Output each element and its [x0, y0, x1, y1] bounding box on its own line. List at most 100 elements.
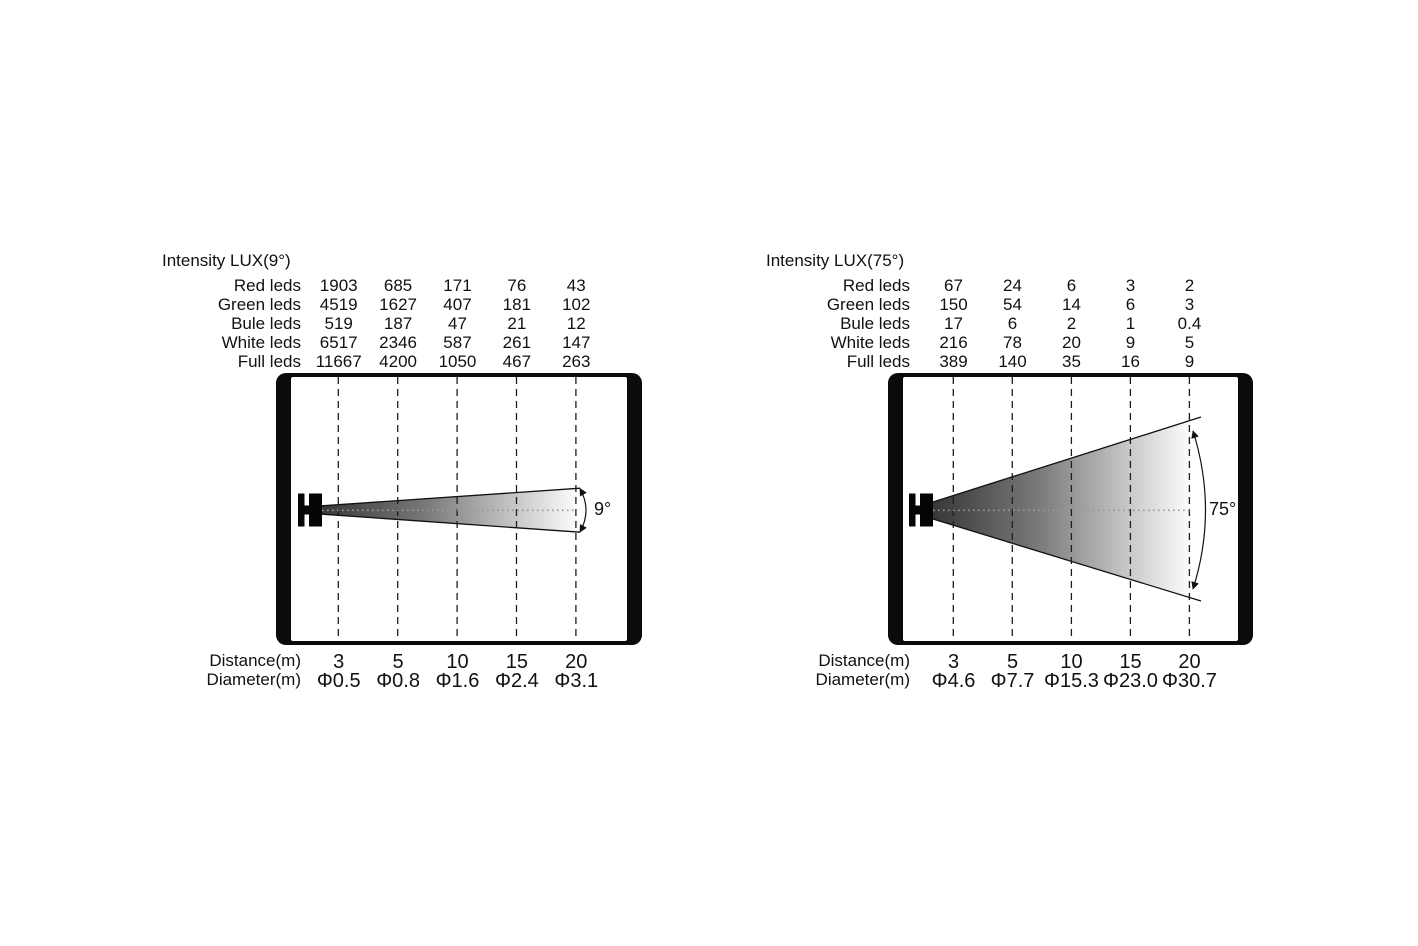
- table-cell: 43: [566, 276, 586, 295]
- beam-angle-label-9deg: 9°: [594, 499, 612, 519]
- diameter-label: Diameter(m): [206, 670, 301, 689]
- table-cell: 16: [1121, 352, 1140, 371]
- row-label: Full leds: [846, 352, 910, 371]
- table-cell: 171: [443, 276, 472, 295]
- table-cell: 150: [939, 295, 968, 314]
- diameter-value: Φ2.4: [494, 670, 539, 692]
- distance-value: 3: [333, 651, 345, 673]
- table-cell: 76: [507, 276, 527, 295]
- table-cell: 14: [1062, 295, 1081, 314]
- table-cell: 389: [939, 352, 968, 371]
- row-label: Full leds: [237, 352, 301, 371]
- distance-gridlines: [337, 377, 577, 641]
- diameter-value: Φ7.7: [990, 670, 1035, 692]
- row-label: Bule leds: [840, 314, 910, 333]
- table-cell: 67: [944, 276, 963, 295]
- table-cell: 685: [383, 276, 413, 295]
- distance-values-9deg: 3 5 10 15 20: [309, 652, 606, 673]
- table-cell: 1903: [319, 276, 358, 295]
- table-cell: 467: [502, 352, 532, 371]
- distance-value: 10: [446, 651, 469, 673]
- diameter-values-9deg: Φ0.5 Φ0.8 Φ1.6 Φ2.4 Φ3.1: [309, 671, 606, 692]
- distance-values-75deg: 3 5 10 15 20: [924, 652, 1219, 673]
- table-cell: 47: [448, 314, 467, 333]
- diameter-value: Φ3.1: [554, 670, 599, 692]
- table-cell: 6: [1007, 314, 1018, 333]
- table-cell: 519: [324, 314, 353, 333]
- table-cell: 147: [562, 333, 591, 352]
- beam-diagram-9deg: [276, 373, 642, 645]
- table-cell: 6: [1125, 295, 1136, 314]
- table-cell: 261: [502, 333, 532, 352]
- row-label: Red leds: [233, 276, 301, 295]
- intensity-table-75deg: Red leds 67 24 6 3 2 Green leds 150 54 1…: [775, 276, 1219, 371]
- row-label: Bule leds: [231, 314, 301, 333]
- diameter-value: Φ1.6: [435, 670, 480, 692]
- distance-label: Distance(m): [209, 651, 301, 670]
- beam-angle-label-75deg: 75°: [1209, 499, 1237, 519]
- table-cell: 187: [383, 314, 413, 333]
- beam-diagram-75deg: [888, 373, 1253, 645]
- table-cell: 1: [1125, 314, 1136, 333]
- distance-value: 10: [1060, 651, 1083, 673]
- diameter-value: Φ0.5: [316, 670, 361, 692]
- table-cell: 407: [443, 295, 472, 314]
- table-cell: 20: [1062, 333, 1081, 352]
- table-cell: 1627: [379, 295, 417, 314]
- light-fixture-icon: [298, 493, 322, 527]
- distance-value: 20: [1178, 651, 1201, 673]
- distance-value: 20: [565, 651, 588, 673]
- table-cell: 263: [562, 352, 591, 371]
- beam-edges: [321, 487, 581, 533]
- table-cell: 35: [1062, 352, 1081, 371]
- row-label: Green leds: [217, 295, 301, 314]
- table-cell: 6: [1066, 276, 1077, 295]
- beam-cone: [933, 420, 1191, 597]
- table-cell: 5: [1184, 333, 1195, 352]
- distance-value: 15: [1119, 651, 1142, 673]
- row-label: White leds: [221, 333, 301, 352]
- beam-cone: [322, 488, 578, 532]
- table-cell: 3: [1184, 295, 1195, 314]
- table-cell: 2: [1184, 276, 1195, 295]
- table-cell: 21: [507, 314, 527, 333]
- table-cell: 2346: [379, 333, 417, 352]
- table-cell: 11667: [315, 352, 362, 371]
- beam-angle-arc: [1191, 430, 1207, 590]
- diameter-value: Φ0.8: [376, 670, 420, 692]
- distance-value: 15: [505, 651, 528, 673]
- diameter-label: Diameter(m): [815, 670, 910, 689]
- panel-title-9deg: Intensity LUX(9°): [162, 251, 291, 270]
- table-cell: 17: [944, 314, 963, 333]
- table-cell: 78: [1003, 333, 1022, 352]
- table-cell: 9: [1125, 333, 1136, 352]
- panel-title-75deg: Intensity LUX(75°): [766, 251, 905, 270]
- table-cell: 587: [443, 333, 472, 352]
- row-label: Red leds: [842, 276, 910, 295]
- table-cell: 12: [566, 314, 586, 333]
- diameter-values-75deg: Φ4.6 Φ7.7 Φ15.3 Φ23.0 Φ30.7: [924, 671, 1219, 692]
- distance-value: 5: [392, 651, 404, 673]
- distance-value: 5: [1006, 651, 1019, 673]
- table-cell: 1050: [438, 352, 477, 371]
- beam-edges: [932, 416, 1202, 602]
- intensity-table-9deg: Red leds 1903 685 171 76 43 Green leds 4…: [160, 276, 606, 371]
- table-cell: 4200: [379, 352, 417, 371]
- distance-value: 3: [947, 651, 960, 673]
- diameter-value: Φ15.3: [1044, 670, 1099, 692]
- diameter-value: Φ4.6: [931, 670, 976, 692]
- table-cell: 6517: [319, 333, 358, 352]
- diameter-value: Φ30.7: [1162, 670, 1217, 692]
- light-fixture-icon: [909, 493, 933, 527]
- table-cell: 140: [998, 352, 1027, 371]
- table-cell: 102: [562, 295, 591, 314]
- table-cell: 0.4: [1177, 314, 1202, 333]
- table-cell: 54: [1003, 295, 1022, 314]
- table-cell: 4519: [319, 295, 358, 314]
- distance-label: Distance(m): [818, 651, 910, 670]
- table-cell: 3: [1125, 276, 1136, 295]
- table-cell: 216: [939, 333, 968, 352]
- table-cell: 2: [1066, 314, 1077, 333]
- row-label: White leds: [830, 333, 910, 352]
